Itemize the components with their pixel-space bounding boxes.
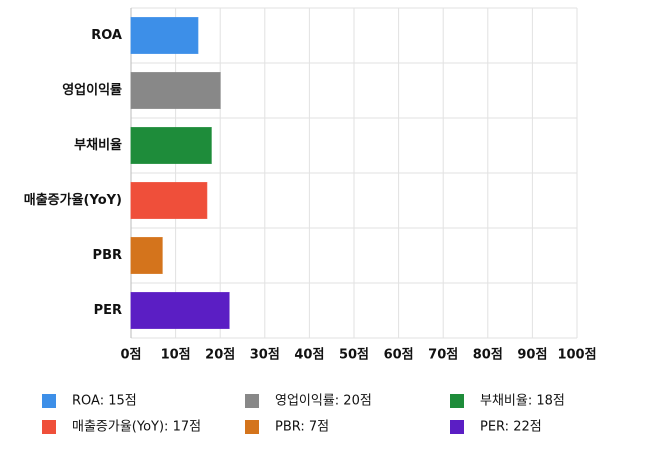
legend-swatch	[42, 394, 56, 408]
bar	[130, 17, 199, 54]
x-tick-label: 60점	[384, 348, 414, 363]
legend-swatch	[42, 420, 56, 434]
bar	[130, 292, 230, 329]
bar	[130, 182, 208, 219]
legend-label: ROA: 15점	[72, 394, 137, 409]
legend-swatch	[450, 420, 464, 434]
y-tick-label: PER	[94, 303, 122, 318]
legend-label: PER: 22점	[480, 420, 542, 435]
legend-swatch	[450, 394, 464, 408]
legend-swatch	[245, 420, 259, 434]
bar	[130, 237, 163, 274]
x-tick-label: 90점	[517, 348, 547, 363]
y-tick-label: 매출증가율(YoY)	[24, 192, 122, 208]
bar	[130, 127, 212, 164]
legend-label: 영업이익률: 20점	[275, 394, 372, 409]
x-tick-label: 50점	[339, 348, 369, 363]
y-tick-label: 부채비율	[74, 137, 122, 153]
x-tick-label: 70점	[428, 348, 458, 363]
y-tick-label: ROA	[91, 28, 122, 43]
x-tick-label: 20점	[205, 348, 235, 363]
legend-label: PBR: 7점	[275, 420, 329, 435]
legend-swatch	[245, 394, 259, 408]
x-tick-label: 40점	[294, 348, 324, 363]
y-tick-label: 영업이익률	[62, 82, 122, 98]
x-tick-label: 30점	[250, 348, 280, 363]
legend-label: 매출증가율(YoY): 17점	[72, 420, 201, 435]
bar	[130, 72, 221, 109]
x-tick-label: 10점	[161, 348, 191, 363]
legend-label: 부채비율: 18점	[480, 394, 565, 409]
x-tick-label: 80점	[473, 348, 503, 363]
x-tick-label: 0점	[120, 348, 141, 363]
x-tick-label: 100점	[557, 348, 596, 363]
y-tick-label: PBR	[93, 248, 122, 263]
